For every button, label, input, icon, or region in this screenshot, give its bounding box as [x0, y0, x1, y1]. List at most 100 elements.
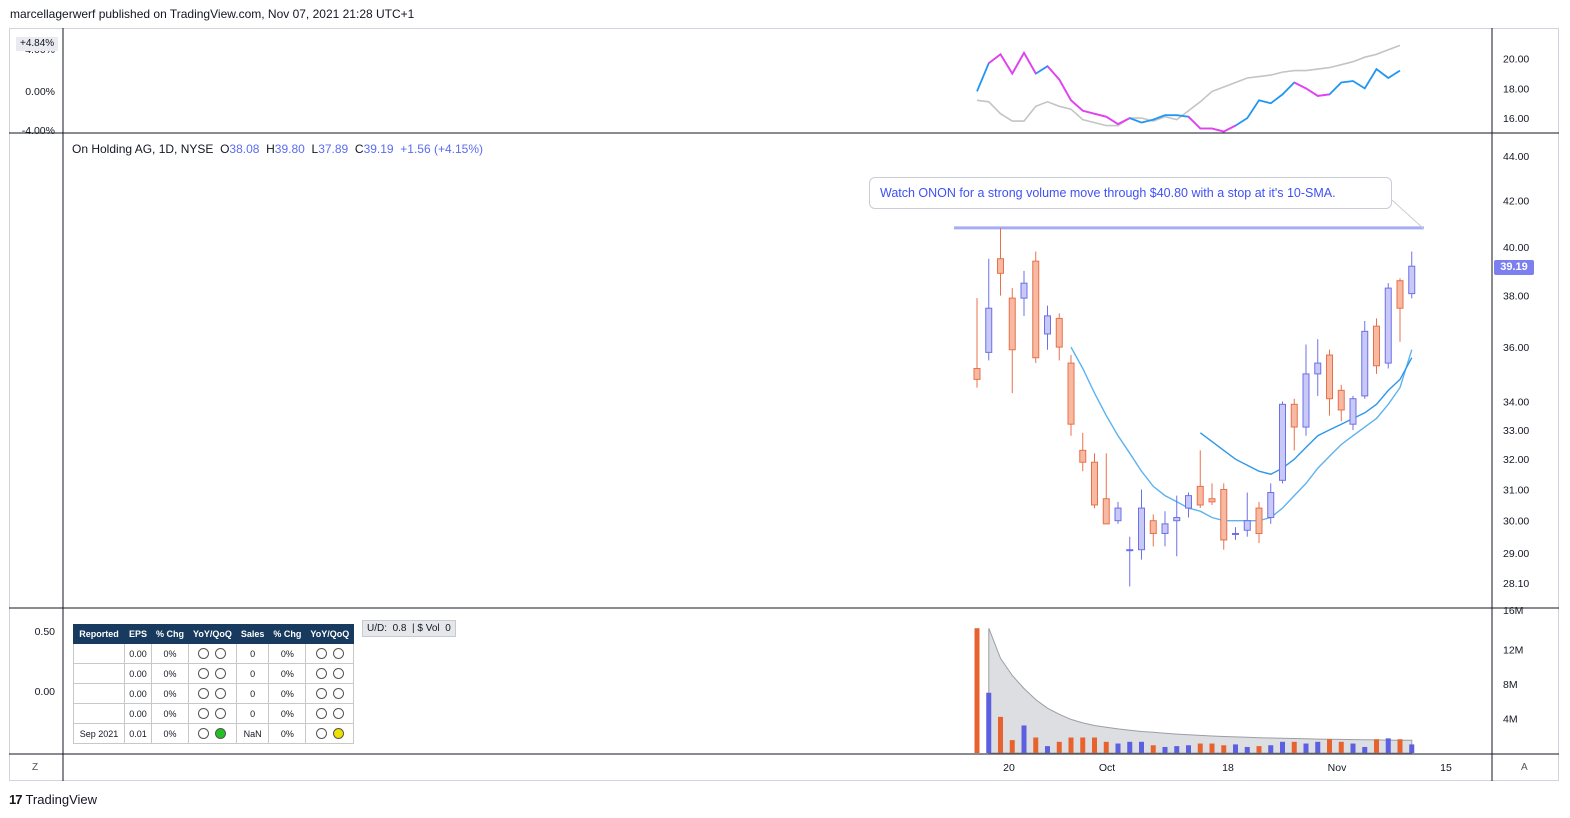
sma-fast-line — [1070, 346, 1413, 522]
rs-percent-axis-label: 0.00% — [25, 86, 55, 98]
rs-line-weak-segment — [1046, 65, 1131, 126]
volume-bar — [1409, 744, 1415, 753]
indicator-dot-icon — [332, 708, 344, 720]
yoy-qoq-indicators — [188, 643, 237, 664]
ud-label: U/D: — [367, 623, 387, 634]
candle-body — [1232, 532, 1239, 535]
candle — [1091, 453, 1098, 509]
candle — [1290, 398, 1298, 451]
volume-axis-label: 4M — [1503, 714, 1518, 726]
candle-body — [1373, 325, 1380, 367]
volume-bar — [1280, 741, 1285, 753]
candle — [1020, 270, 1028, 316]
candle-body — [1208, 498, 1216, 503]
earnings-cell-schg: 0% — [268, 723, 307, 744]
earnings-header-cell: YoY/QoQ — [305, 624, 355, 644]
volume-bar — [1221, 745, 1227, 753]
candle — [1326, 349, 1333, 416]
candle-body — [1102, 498, 1110, 525]
candle-body — [1138, 507, 1145, 551]
indicator-dot-icon — [215, 688, 227, 700]
earnings-cell-reported — [73, 663, 125, 684]
price-axis-label: 40.00 — [1503, 242, 1529, 254]
candle — [1114, 501, 1122, 524]
candle — [1396, 278, 1404, 342]
earnings-cell-chg: 0% — [151, 703, 190, 724]
earnings-cell-chg: 0% — [151, 643, 190, 664]
volume-bar — [1268, 745, 1274, 753]
indicator-dot-icon — [315, 728, 327, 740]
candle-body — [1126, 549, 1134, 552]
volume-axis-label: 12M — [1503, 645, 1523, 657]
volume-bar — [1197, 743, 1203, 753]
z-button[interactable]: Z — [32, 762, 39, 773]
axis-labels: 44.00 42.00 40.00 38.00 36.00 34.00 33.00 32.00… — [22, 44, 1530, 774]
sma-slow-line — [1199, 357, 1413, 475]
earnings-table: Reported EPS% Chg YoY/QoQ Sales% Chg YoY/QoQ… — [73, 624, 355, 744]
candle — [1232, 527, 1239, 540]
candle — [1079, 432, 1087, 472]
earnings-cell-sales: 0 — [235, 683, 270, 704]
candle-body — [1396, 280, 1404, 309]
symbol-legend[interactable]: On Holding AG, 1D, NYSE O38.08 H39.80 L3… — [72, 142, 483, 156]
high-label: H — [266, 142, 275, 156]
volume-bar — [1056, 741, 1062, 753]
volume-bar — [1115, 743, 1121, 753]
candle — [1067, 355, 1075, 436]
volume-bar — [1045, 746, 1050, 753]
indicator-axis-label: 0.50 — [35, 626, 56, 638]
earnings-row: Sep 2021 0.01 0% NaN 0% — [73, 723, 355, 744]
candle — [1349, 395, 1357, 430]
indicator-dot-icon — [332, 668, 344, 680]
earnings-row: 0.00 0% 0 0% — [73, 663, 355, 684]
volume-bar — [1080, 737, 1086, 753]
candle — [1044, 305, 1051, 350]
candle-body — [997, 258, 1004, 274]
earnings-row: 0.00 0% 0 0% — [73, 683, 355, 704]
candle — [1055, 313, 1063, 361]
callout-pointer — [1391, 199, 1425, 230]
tradingview-brand[interactable]: 17 TradingView — [9, 792, 97, 807]
price-axis-label: 44.00 — [1503, 151, 1529, 163]
candle-body — [1161, 523, 1169, 534]
indicator-dot-icon — [198, 708, 210, 720]
candle-body — [1361, 330, 1369, 397]
earnings-cell-eps: 0.00 — [123, 663, 153, 684]
open-label: O — [220, 142, 230, 156]
time-axis-label: Oct — [1099, 762, 1115, 774]
annotation-callout[interactable]: Watch ONON for a strong volume move thro… — [869, 177, 1392, 209]
candle-body — [1290, 403, 1298, 428]
close-label: C — [354, 142, 364, 156]
candle-body — [1279, 403, 1286, 481]
candle-body — [1185, 495, 1192, 509]
candle — [1126, 536, 1134, 587]
candle — [1384, 283, 1392, 369]
candle-body — [1149, 520, 1157, 534]
candle — [1361, 320, 1369, 399]
candle — [1032, 251, 1040, 364]
volume-bar — [1397, 739, 1403, 753]
rs-percent-axis-label: -4.00% — [22, 125, 55, 137]
rs-line-weak-segment — [988, 50, 1037, 76]
volume-bar — [1021, 725, 1027, 753]
candle-body — [973, 367, 981, 380]
candle — [1373, 318, 1380, 374]
price-axis-label: 34.00 — [1503, 397, 1529, 409]
earnings-header-cell: Sales — [235, 624, 270, 644]
published-text: marcellagerwerf published on TradingView… — [10, 7, 415, 21]
tradingview-logo-icon: 17 — [9, 792, 23, 807]
volume-bar — [1009, 740, 1015, 753]
brand-name: TradingView — [25, 792, 98, 807]
candle-body — [985, 307, 993, 353]
chart-frame — [9, 28, 1559, 781]
candle-body — [1243, 520, 1251, 531]
change-value: +1.56 (+4.15%) — [400, 142, 483, 156]
rs-line-weak-segment — [1293, 81, 1330, 97]
candle-body — [1326, 354, 1333, 400]
candle-body — [1255, 507, 1263, 534]
candle — [1243, 492, 1251, 537]
price-axis-label: 38.00 — [1503, 291, 1529, 303]
auto-scale-button[interactable]: A — [1521, 762, 1528, 773]
volume-bar — [1209, 743, 1215, 753]
